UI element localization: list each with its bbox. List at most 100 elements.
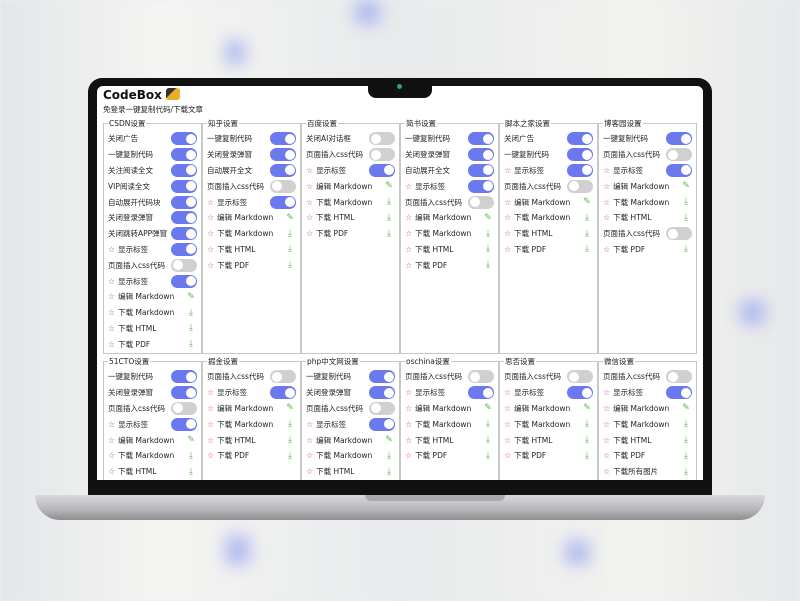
toggle-switch[interactable]	[270, 132, 296, 146]
action-item[interactable]: ☆ 下载 Markdown ⤓	[306, 448, 395, 464]
toggle-switch[interactable]	[666, 370, 692, 384]
download-icon[interactable]: ⤓	[585, 244, 589, 255]
download-icon[interactable]: ⤓	[387, 197, 391, 208]
action-item[interactable]: ☆ 下载 HTML ⤓	[504, 226, 593, 242]
download-icon[interactable]: ⤓	[189, 466, 193, 477]
action-item[interactable]: ☆ 下载 Markdown ⤓	[405, 416, 494, 432]
download-icon[interactable]: ⤓	[585, 435, 589, 446]
toggle-switch[interactable]	[468, 179, 494, 193]
action-item[interactable]: ☆ 下载 HTML ⤓	[207, 242, 296, 258]
action-item[interactable]: ☆ 下载 Markdown ⤓	[603, 416, 692, 432]
action-item[interactable]: ☆ 下载 HTML ⤓	[207, 432, 296, 448]
download-icon[interactable]: ⤓	[387, 466, 391, 477]
toggle-switch[interactable]	[171, 179, 197, 193]
action-item[interactable]: ☆ 下载 Markdown ⤓	[108, 305, 197, 321]
action-item[interactable]: ☆ 编辑 Markdown ✎	[306, 432, 395, 448]
action-item[interactable]: ☆ 下载 Markdown ⤓	[504, 210, 593, 226]
toggle-switch[interactable]	[468, 163, 494, 177]
toggle-switch[interactable]	[270, 179, 296, 193]
action-item[interactable]: ☆ 编辑 Markdown ✎	[603, 178, 692, 194]
edit-icon[interactable]: ✎	[385, 181, 393, 192]
download-icon[interactable]: ⤓	[684, 197, 688, 208]
toggle-switch[interactable]	[468, 132, 494, 146]
action-item[interactable]: ☆ 下载 Markdown ⤓	[504, 416, 593, 432]
toggle-switch[interactable]	[468, 195, 494, 209]
edit-icon[interactable]: ✎	[286, 403, 294, 414]
action-item[interactable]: ☆ 编辑 Markdown ✎	[306, 178, 395, 194]
toggle-switch[interactable]	[171, 148, 197, 162]
toggle-switch[interactable]	[171, 163, 197, 177]
action-item[interactable]: ☆ 下载 PDF ⤓	[603, 448, 692, 464]
toggle-switch[interactable]	[171, 274, 197, 288]
edit-icon[interactable]: ✎	[583, 403, 591, 414]
toggle-switch[interactable]	[666, 148, 692, 162]
action-item[interactable]: ☆ 编辑 Markdown ✎	[504, 401, 593, 417]
action-item[interactable]: ☆ 下载 HTML ⤓	[108, 464, 197, 480]
download-icon[interactable]: ⤓	[684, 435, 688, 446]
action-item[interactable]: ☆ 下载 Markdown ⤓	[405, 226, 494, 242]
action-item[interactable]: ☆ 编辑 Markdown ✎	[108, 432, 197, 448]
action-item[interactable]: ☆ 下载 Markdown ⤓	[108, 448, 197, 464]
toggle-switch[interactable]	[468, 148, 494, 162]
edit-icon[interactable]: ✎	[682, 403, 690, 414]
action-item[interactable]: ☆ 编辑 Markdown ✎	[504, 194, 593, 210]
toggle-switch[interactable]	[171, 227, 197, 241]
download-icon[interactable]: ⤓	[486, 244, 490, 255]
toggle-switch[interactable]	[369, 417, 395, 431]
download-icon[interactable]: ⤓	[387, 228, 391, 239]
toggle-switch[interactable]	[171, 211, 197, 225]
action-item[interactable]: ☆ 编辑 Markdown ✎	[207, 401, 296, 417]
toggle-switch[interactable]	[171, 417, 197, 431]
edit-icon[interactable]: ✎	[385, 435, 393, 446]
download-icon[interactable]: ⤓	[486, 435, 490, 446]
action-item[interactable]: ☆ 下载 HTML ⤓	[603, 432, 692, 448]
edit-icon[interactable]: ✎	[187, 435, 195, 446]
download-icon[interactable]: ⤓	[684, 419, 688, 430]
download-icon[interactable]: ⤓	[585, 228, 589, 239]
action-item[interactable]: ☆ 下载 PDF ⤓	[504, 448, 593, 464]
action-item[interactable]: ☆ 下载 Markdown ⤓	[207, 226, 296, 242]
toggle-switch[interactable]	[666, 227, 692, 241]
toggle-switch[interactable]	[369, 148, 395, 162]
toggle-switch[interactable]	[369, 132, 395, 146]
toggle-switch[interactable]	[171, 195, 197, 209]
action-item[interactable]: ☆ 编辑 Markdown ✎	[405, 401, 494, 417]
download-icon[interactable]: ⤓	[585, 450, 589, 461]
toggle-switch[interactable]	[468, 370, 494, 384]
download-icon[interactable]: ⤓	[288, 450, 292, 461]
download-icon[interactable]: ⤓	[486, 419, 490, 430]
toggle-switch[interactable]	[171, 401, 197, 415]
download-icon[interactable]: ⤓	[684, 466, 688, 477]
download-icon[interactable]: ⤓	[288, 260, 292, 271]
toggle-switch[interactable]	[270, 370, 296, 384]
download-icon[interactable]: ⤓	[684, 244, 688, 255]
download-icon[interactable]: ⤓	[684, 450, 688, 461]
toggle-switch[interactable]	[567, 370, 593, 384]
download-icon[interactable]: ⤓	[288, 419, 292, 430]
action-item[interactable]: ☆ 编辑 Markdown ✎	[405, 210, 494, 226]
toggle-switch[interactable]	[270, 195, 296, 209]
toggle-switch[interactable]	[567, 163, 593, 177]
download-icon[interactable]: ⤓	[486, 260, 490, 271]
toggle-switch[interactable]	[171, 132, 197, 146]
action-item[interactable]: ☆ 下载 PDF ⤓	[306, 226, 395, 242]
toggle-switch[interactable]	[171, 242, 197, 256]
toggle-switch[interactable]	[171, 386, 197, 400]
action-item[interactable]: ☆ 下载所有图片 ⤓	[603, 464, 692, 480]
action-item[interactable]: ☆ 下载 PDF ⤓	[108, 336, 197, 352]
action-item[interactable]: ☆ 编辑 Markdown ✎	[108, 289, 197, 305]
edit-icon[interactable]: ✎	[583, 197, 591, 208]
download-icon[interactable]: ⤓	[387, 212, 391, 223]
action-item[interactable]: ☆ 下载 PDF ⤓	[207, 257, 296, 273]
toggle-switch[interactable]	[369, 401, 395, 415]
action-item[interactable]: ☆ 下载 PDF ⤓	[207, 448, 296, 464]
download-icon[interactable]: ⤓	[189, 323, 193, 334]
toggle-switch[interactable]	[270, 163, 296, 177]
action-item[interactable]: ☆ 下载 HTML ⤓	[504, 432, 593, 448]
download-icon[interactable]: ⤓	[288, 228, 292, 239]
download-icon[interactable]: ⤓	[585, 212, 589, 223]
toggle-switch[interactable]	[468, 386, 494, 400]
action-item[interactable]: ☆ 下载 PDF ⤓	[504, 242, 593, 258]
toggle-switch[interactable]	[567, 386, 593, 400]
download-icon[interactable]: ⤓	[288, 244, 292, 255]
